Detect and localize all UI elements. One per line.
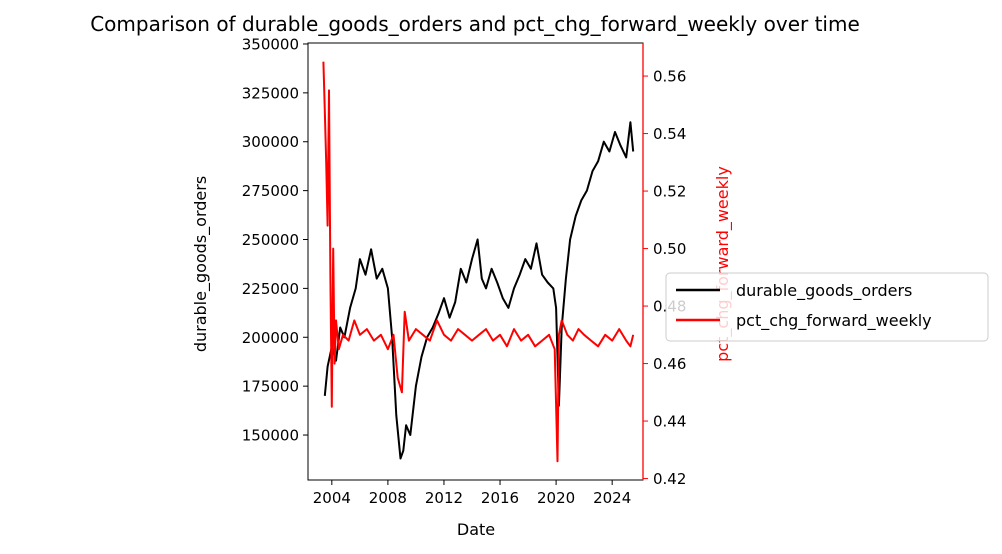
x-tick-label: 2008	[369, 489, 407, 507]
series-line-pct-chg-forward-weekly	[322, 61, 635, 463]
x-axis: 2004 2008 2012 2016 2020 2024	[313, 480, 631, 507]
x-axis-label: Date	[457, 520, 495, 539]
legend-label-durable-goods-orders: durable_goods_orders	[736, 281, 912, 301]
y-right-tick-label: 0.54	[653, 125, 686, 143]
y-right-tick-label: 0.52	[653, 183, 686, 201]
y-axis-left: 150000 175000 200000 225000 250000 275000 3000…	[242, 35, 308, 445]
y-axis-left-label: durable_goods_orders	[191, 176, 211, 352]
y-right-tick-label: 0.50	[653, 240, 686, 258]
y-left-tick-label: 325000	[242, 84, 299, 102]
y-right-tick-label: 0.46	[653, 355, 686, 373]
legend: durable_goods_orders pct_chg_forward_wee…	[665, 272, 989, 342]
x-tick-label: 2012	[425, 489, 463, 507]
x-tick-label: 2016	[481, 489, 519, 507]
y-right-tick-label: 0.42	[653, 470, 686, 488]
series-layer	[322, 61, 635, 463]
y-axis-right: 0.420.440.460.480.500.520.540.56	[643, 68, 686, 488]
y-left-tick-label: 250000	[242, 231, 299, 249]
plot-frame	[307, 42, 644, 481]
legend-label-pct-chg-forward-weekly: pct_chg_forward_weekly	[736, 311, 932, 331]
y-left-tick-label: 350000	[242, 35, 299, 53]
x-tick-label: 2024	[593, 489, 631, 507]
y-left-tick-label: 150000	[242, 427, 299, 445]
y-right-tick-label: 0.56	[653, 68, 686, 86]
y-left-tick-label: 175000	[242, 378, 299, 396]
y-left-tick-label: 275000	[242, 182, 299, 200]
plot-area	[307, 42, 644, 481]
y-left-tick-label: 200000	[242, 329, 299, 347]
y-left-tick-label: 300000	[242, 133, 299, 151]
y-right-tick-label: 0.44	[653, 413, 686, 431]
series-line-durable-goods-orders	[323, 121, 635, 460]
x-tick-label: 2020	[537, 489, 575, 507]
x-tick-label: 2004	[313, 489, 351, 507]
legend-frame	[665, 272, 989, 342]
y-left-tick-label: 225000	[242, 280, 299, 298]
chart-title: Comparison of durable_goods_orders and p…	[90, 12, 860, 36]
